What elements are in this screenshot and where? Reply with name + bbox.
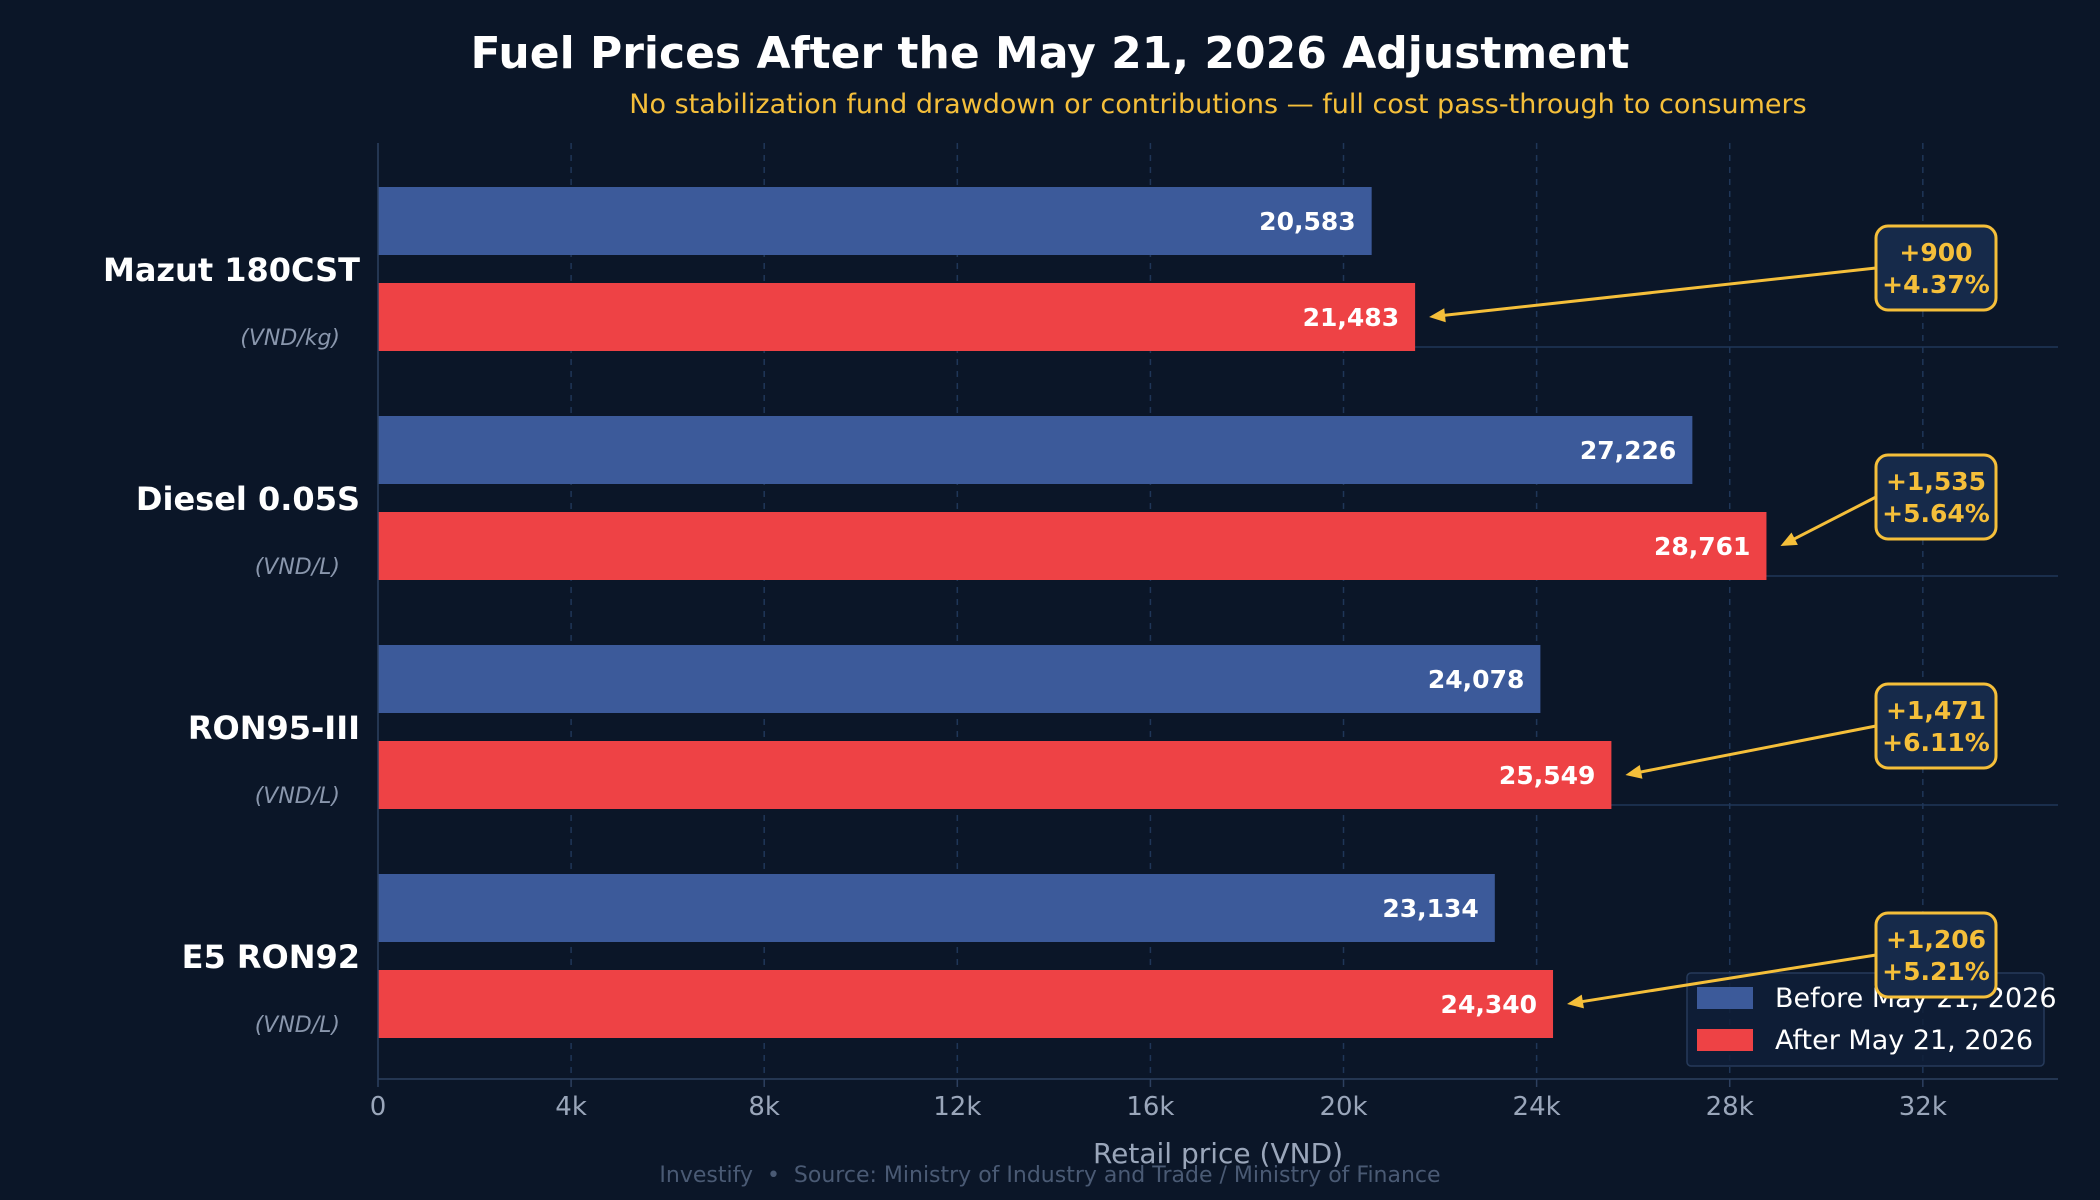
bar-value-label: 23,134 [1382,894,1478,923]
unit-label: (VND/L) [255,784,340,809]
chart-subtitle: No stabilization fund drawdown or contri… [629,89,1806,120]
annotation-change: +1,535 [1886,467,1986,496]
bar-before [378,874,1495,942]
category-label: E5 RON92 [182,938,360,976]
bar-value-label: 27,226 [1580,436,1676,465]
annotation-change: +1,471 [1886,696,1986,725]
x-tick-label: 32k [1899,1092,1947,1122]
annotation-box [1874,453,1998,541]
legend-label: After May 21, 2026 [1775,1025,2033,1056]
bar-value-label: 21,483 [1303,303,1399,332]
annotation-box [1874,682,1998,770]
annotation-percent: +6.11% [1882,728,1990,757]
x-axis-title: Retail price (VND) [1093,1137,1343,1170]
category-label: RON95-III [188,709,360,747]
x-tick-label: 0 [370,1092,387,1122]
annotation-percent: +5.64% [1882,499,1990,528]
bar-after [378,970,1554,1038]
bar-after [378,283,1416,351]
annotation-arrow [1576,953,1877,1004]
annotation-change: +1,206 [1886,925,1986,954]
category-label: Mazut 180CST [103,251,360,289]
x-tick-label: 20k [1319,1092,1367,1122]
x-tick-label: 4k [555,1092,587,1122]
annotation-arrow [1438,266,1877,318]
legend-swatch [1697,1029,1753,1051]
x-tick-label: 28k [1706,1092,1754,1122]
unit-label: (VND/kg) [240,326,340,351]
x-tick-label: 12k [933,1092,981,1122]
legend-swatch [1697,987,1753,1009]
bar-after [378,741,1612,809]
unit-label: (VND/L) [255,555,340,580]
bar-before [378,416,1693,484]
bar-value-label: 20,583 [1259,207,1355,236]
category-label: Diesel 0.05S [136,480,360,518]
x-tick-label: 24k [1513,1092,1561,1122]
arrow-head [1780,532,1798,546]
bar-after [378,512,1767,580]
unit-label: (VND/L) [255,1013,340,1038]
annotation-box [1874,911,1998,999]
x-tick-label: 8k [748,1092,780,1122]
x-axis: 0 4k 8k 12k 16k 20k 24k 28k 32k [370,143,2058,1122]
change-annotations: +900 +4.37% +1,535 +5.64% +1,471 +6.11% +1,206… [1429,224,1998,1009]
bar-value-label: 24,340 [1441,990,1537,1019]
source-footer: Investify • Source: Ministry of Industry… [659,1163,1440,1188]
arrow-head [1625,765,1643,779]
bar-before [378,187,1372,255]
annotation-box [1874,224,1998,312]
arrow-head [1567,994,1584,1009]
chart-title: Fuel Prices After the May 21, 2026 Adjus… [471,28,1630,79]
annotation-percent: +5.21% [1882,957,1990,986]
annotation-change: +900 [1899,238,1972,267]
arrow-head [1429,308,1446,323]
bar-before [378,645,1541,713]
x-tick-label: 16k [1126,1092,1174,1122]
annotation-arrow [1634,724,1877,775]
bar-value-label: 28,761 [1654,532,1750,561]
bars: Mazut 180CST (VND/kg) 20,583 21,483 Diesel 0… [103,187,1767,1038]
bar-value-label: 24,078 [1428,665,1524,694]
annotation-arrow [1788,495,1877,543]
bar-value-label: 25,549 [1499,761,1595,790]
annotation-percent: +4.37% [1882,270,1990,299]
